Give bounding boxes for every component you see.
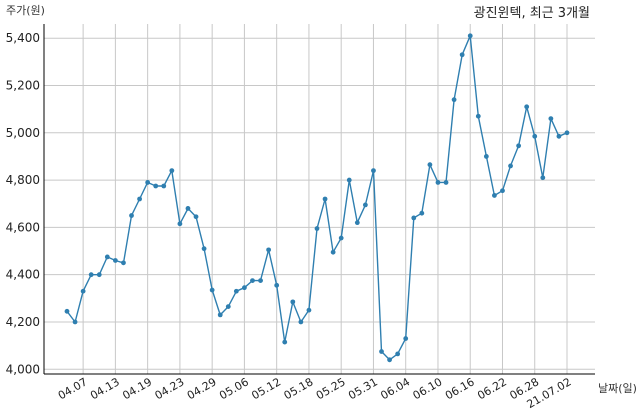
y-tick-labels: 4,000 4,200 4,400 4,600 4,800 5,000 5,200 5,400 [6,31,40,376]
price-point [548,116,554,121]
price-point [169,168,175,174]
price-point [483,154,489,159]
price-point [266,247,272,253]
price-point [500,188,505,194]
price-point [379,349,384,354]
axes [43,24,595,375]
price-point [80,288,86,294]
price-point [145,180,151,185]
price-point [298,319,304,325]
x-tick-label: 05.18 [282,375,316,402]
price-point [556,133,562,139]
price-point [338,235,344,241]
price-point [112,258,118,263]
price-point [250,278,255,283]
price-line [66,35,568,361]
grid-lines [44,24,595,374]
price-point [72,319,78,325]
y-tick-label: 4,800 [6,173,40,187]
x-tick-label: 04.23 [153,375,187,402]
price-point [217,312,223,318]
price-point [516,143,522,149]
price-point [459,52,465,58]
price-point [177,221,183,227]
price-point [451,97,457,103]
price-point [411,215,417,221]
y-tick-label: 4,200 [6,315,40,329]
price-point [362,202,368,208]
price-point [121,260,126,266]
y-tick-label: 5,400 [6,31,40,45]
price-point [371,168,376,174]
price-point [395,351,401,357]
price-point [427,162,433,168]
price-point [564,130,570,136]
price-point [475,113,481,119]
x-tick-label: 05.31 [346,375,380,402]
x-tick-label: 04.13 [88,375,122,402]
price-point [322,196,328,202]
price-point [129,213,134,218]
price-point [242,285,247,291]
x-axis-label: 날짜(일) [598,381,637,395]
x-tick-label: 06.04 [378,375,412,402]
y-axis-label: 주가(원) [6,4,45,17]
x-tick-label: 04.07 [56,375,90,402]
price-point [274,282,280,288]
y-tick-label: 4,600 [6,220,40,234]
price-point [185,206,191,211]
price-point [258,278,263,283]
y-tick-label: 5,000 [6,126,40,140]
price-point [290,299,296,305]
price-point [387,357,392,363]
price-point [354,220,360,226]
price-point [161,183,167,189]
y-tick-label: 5,200 [6,78,40,92]
x-tick-label: 05.12 [249,375,283,402]
price-point [467,33,473,39]
price-point [419,210,425,216]
price-point [306,307,312,313]
price-point [233,288,239,294]
price-point [225,304,231,310]
price-point [201,246,207,252]
price-point [435,180,441,185]
price-point [403,336,409,341]
price-point [96,272,102,278]
price-point [443,180,449,185]
price-point [330,249,336,255]
x-tick-label: 06.10 [411,375,445,402]
price-point [532,133,538,139]
x-tick-label: 04.19 [120,375,154,402]
x-tick-label: 04.29 [185,375,219,402]
x-tick-labels: 04.0704.1304.1904.2304.2905.0605.1205.18… [56,375,574,411]
price-point [137,196,142,202]
price-point [540,175,546,181]
x-tick-label: 06.16 [443,375,477,402]
x-tick-label: 05.25 [314,375,348,402]
price-point [64,308,70,314]
chart-title: 광진윈텍, 최근 3개월 [474,6,590,21]
x-tick-label: 05.06 [217,375,251,402]
price-point [314,226,320,231]
price-point [508,163,513,169]
price-point [193,214,199,220]
price-point [88,272,94,278]
price-point [524,104,530,110]
y-tick-label: 4,400 [6,268,40,282]
price-point [153,183,159,189]
y-tick-label: 4,000 [6,362,40,376]
price-point [346,177,352,183]
price-point [492,193,497,198]
price-point [104,254,110,260]
price-series [64,33,570,363]
price-point [209,287,215,293]
price-point [282,339,288,345]
x-tick-label: 06.22 [475,375,509,402]
